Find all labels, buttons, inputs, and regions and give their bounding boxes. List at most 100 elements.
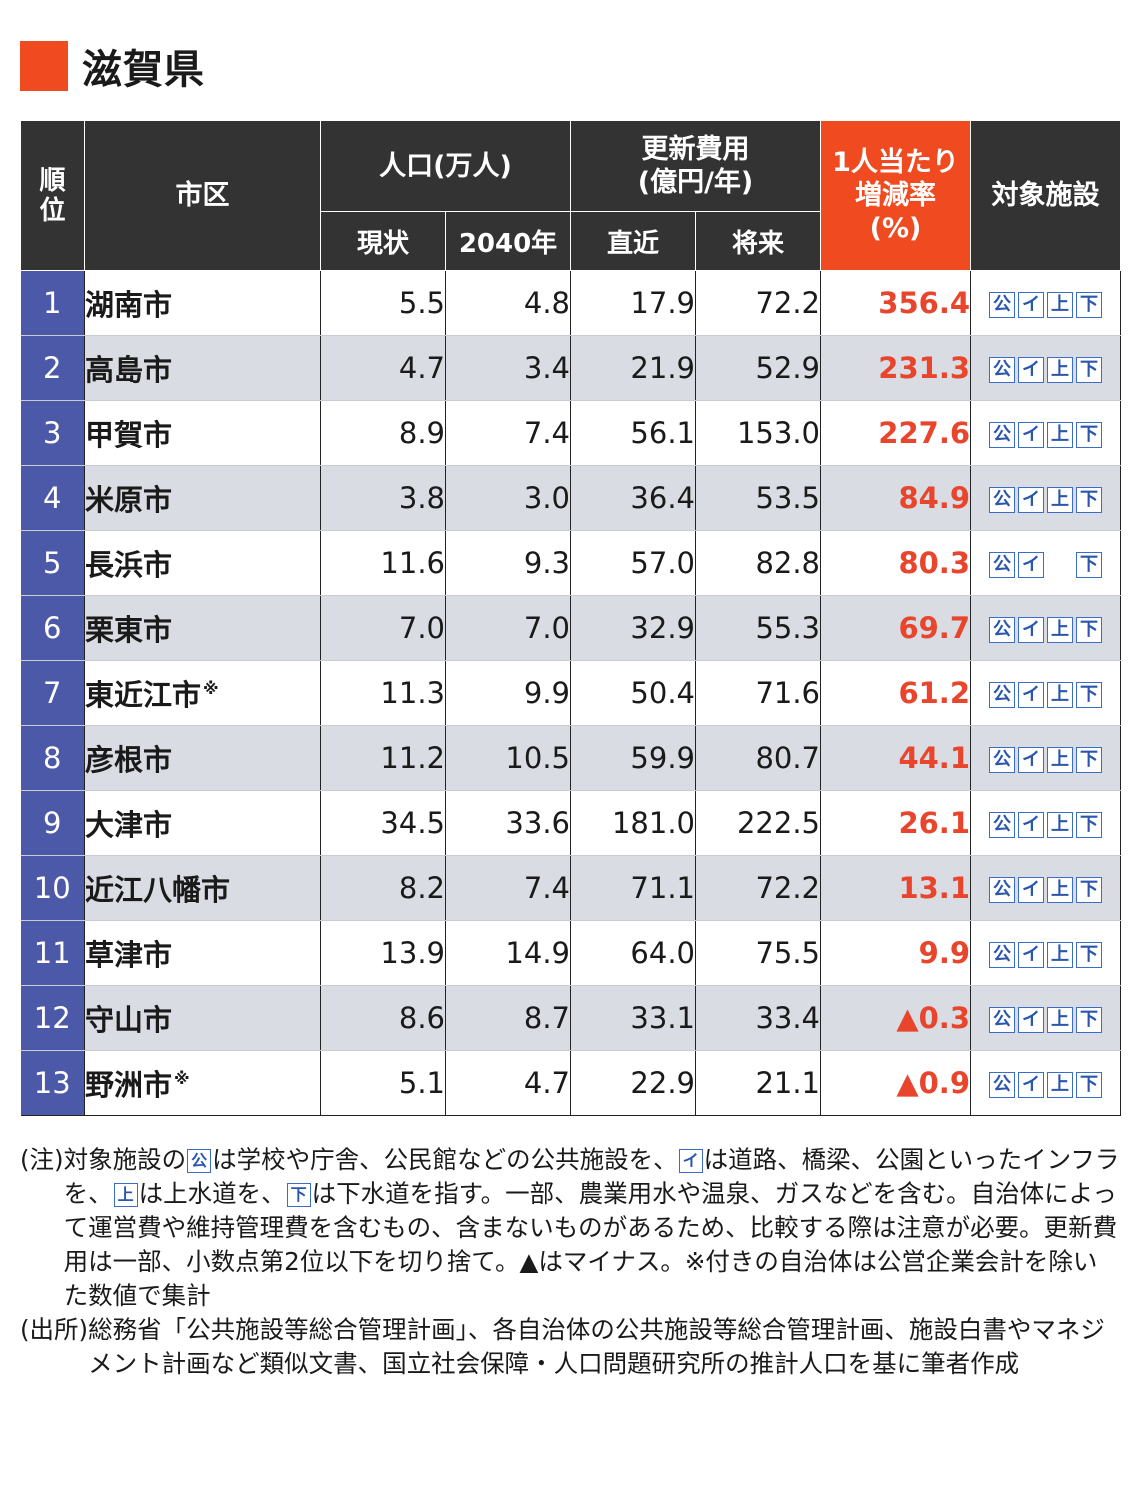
pop-2040-cell: 8.7 (445, 985, 571, 1051)
pop-now-cell: 3.8 (320, 465, 446, 531)
facility-icon: 公 (989, 942, 1016, 968)
rate-cell: 26.1 (820, 790, 972, 856)
rate-cell: 69.7 (820, 595, 972, 661)
facility-icon: 下 (1076, 617, 1103, 643)
table-row: 8 彦根市 11.2 10.5 59.9 80.7 44.1 公イ上下 (20, 725, 1122, 791)
pop-now-cell: 5.5 (320, 270, 446, 336)
facilities-cell: 公イ上下 (970, 270, 1122, 336)
facility-icon: 公 (989, 422, 1016, 448)
cost-future-cell: 222.5 (695, 790, 822, 856)
prefecture-name: 滋賀県 (82, 47, 205, 93)
header-city: 市区 (84, 120, 321, 271)
table-row: 1 湖南市 5.5 4.8 17.9 72.2 356.4 公イ上下 (20, 270, 1122, 336)
city-cell: 栗東市 (84, 595, 321, 661)
cost-future-cell: 75.5 (695, 920, 822, 986)
public-facility-icon: 公 (187, 1149, 212, 1173)
cost-recent-cell: 181.0 (570, 790, 696, 856)
pop-2040-cell: 3.0 (445, 465, 571, 531)
source-text: 総務省「公共施設等総合管理計画」、各自治体の公共施設等総合管理計画、施設白書やマ… (88, 1315, 1105, 1378)
pop-now-cell: 4.7 (320, 335, 446, 401)
table-row: 9 大津市 34.5 33.6 181.0 222.5 26.1 公イ上下 (20, 790, 1122, 856)
title-marker (20, 41, 68, 91)
rate-cell: 231.3 (820, 335, 972, 401)
cost-recent-cell: 36.4 (570, 465, 696, 531)
table-row: 3 甲賀市 8.9 7.4 56.1 153.0 227.6 公イ上下 (20, 400, 1122, 466)
table-row: 10 近江八幡市 8.2 7.4 71.1 72.2 13.1 公イ上下 (20, 855, 1122, 921)
page-title: 滋賀県 (20, 38, 205, 94)
pop-2040-cell: 4.7 (445, 1050, 571, 1116)
rate-cell: ▲0.9 (820, 1050, 972, 1116)
facility-icon: イ (1018, 357, 1045, 383)
pop-now-cell: 7.0 (320, 595, 446, 661)
facility-icon: イ (1018, 812, 1045, 838)
facility-icon: 公 (989, 357, 1016, 383)
rank-cell: 7 (20, 660, 85, 726)
facility-icon: 上 (1047, 877, 1074, 903)
source-block: (出所) 総務省「公共施設等総合管理計画」、各自治体の公共施設等総合管理計画、施… (20, 1313, 1120, 1381)
note-block: (注) 対象施設の公は学校や庁舎、公民館などの公共施設を、イは道路、橋梁、公園と… (20, 1143, 1120, 1313)
footnote-mark: ※ (174, 1069, 190, 1088)
cost-future-cell: 71.6 (695, 660, 822, 726)
pop-now-cell: 11.3 (320, 660, 446, 726)
table-row: 6 栗東市 7.0 7.0 32.9 55.3 69.7 公イ上下 (20, 595, 1122, 661)
city-cell: 東近江市 ※ (84, 660, 321, 726)
facility-icon: 下 (1076, 422, 1103, 448)
header-pop-now: 現状 (320, 211, 446, 271)
facilities-cell: 公イ上下 (970, 400, 1122, 466)
rank-cell: 11 (20, 920, 85, 986)
rate-cell: 61.2 (820, 660, 972, 726)
facility-icon: 公 (989, 487, 1016, 513)
cost-recent-cell: 21.9 (570, 335, 696, 401)
facility-icon: イ (1018, 1072, 1045, 1098)
cost-future-cell: 33.4 (695, 985, 822, 1051)
rate-cell: 9.9 (820, 920, 972, 986)
cost-future-cell: 72.2 (695, 855, 822, 921)
facility-icon: 公 (989, 1007, 1016, 1033)
table-row: 12 守山市 8.6 8.7 33.1 33.4 ▲0.3 公イ上下 (20, 985, 1122, 1051)
facility-icon: 公 (989, 877, 1016, 903)
facility-icon: 公 (989, 617, 1016, 643)
rank-cell: 8 (20, 725, 85, 791)
facility-icon: イ (1018, 487, 1045, 513)
pop-2040-cell: 3.4 (445, 335, 571, 401)
facility-icon: 下 (1076, 552, 1103, 578)
facility-icon: イ (1018, 942, 1045, 968)
pop-2040-cell: 14.9 (445, 920, 571, 986)
facility-icon: 上 (1047, 1007, 1074, 1033)
city-cell: 長浜市 (84, 530, 321, 596)
facility-icon: 上 (1047, 292, 1074, 318)
table-row: 2 高島市 4.7 3.4 21.9 52.9 231.3 公イ上下 (20, 335, 1122, 401)
header-cost: 更新費用 (億円/年) (569, 120, 822, 212)
rate-cell: 44.1 (820, 725, 972, 791)
facility-icon: 公 (989, 292, 1016, 318)
facility-icon: 公 (989, 552, 1016, 578)
source-label: (出所) (20, 1315, 89, 1344)
facility-icon: 下 (1076, 942, 1103, 968)
pop-2040-cell: 7.0 (445, 595, 571, 661)
facility-icon: イ (1018, 747, 1045, 773)
facilities-cell: 公イ上下 (970, 790, 1122, 856)
cost-recent-cell: 59.9 (570, 725, 696, 791)
rate-cell: 227.6 (820, 400, 972, 466)
facility-icon: 上 (1047, 812, 1074, 838)
rank-cell: 10 (20, 855, 85, 921)
rate-cell: 356.4 (820, 270, 972, 336)
cost-future-cell: 55.3 (695, 595, 822, 661)
city-cell: 彦根市 (84, 725, 321, 791)
facilities-cell: 公イ上下 (970, 855, 1122, 921)
rate-cell: 84.9 (820, 465, 972, 531)
ranking-table: 順位 市区 人口(万人) 更新費用 (億円/年) 1人当たり 増減率 (%) 対… (20, 120, 1122, 1116)
notes: (注) 対象施設の公は学校や庁舎、公民館などの公共施設を、イは道路、橋梁、公園と… (20, 1143, 1120, 1381)
cost-future-cell: 53.5 (695, 465, 822, 531)
facility-icon: 下 (1076, 357, 1103, 383)
cost-future-cell: 153.0 (695, 400, 822, 466)
facility-icon: イ (1018, 552, 1045, 578)
rate-cell: 13.1 (820, 855, 972, 921)
facilities-cell: 公イ上下 (970, 1050, 1122, 1116)
facilities-cell: 公イ上下 (970, 725, 1122, 791)
cost-future-cell: 21.1 (695, 1050, 822, 1116)
city-cell: 湖南市 (84, 270, 321, 336)
cost-recent-cell: 22.9 (570, 1050, 696, 1116)
facility-icon: 上 (1047, 1072, 1074, 1098)
city-cell: 米原市 (84, 465, 321, 531)
